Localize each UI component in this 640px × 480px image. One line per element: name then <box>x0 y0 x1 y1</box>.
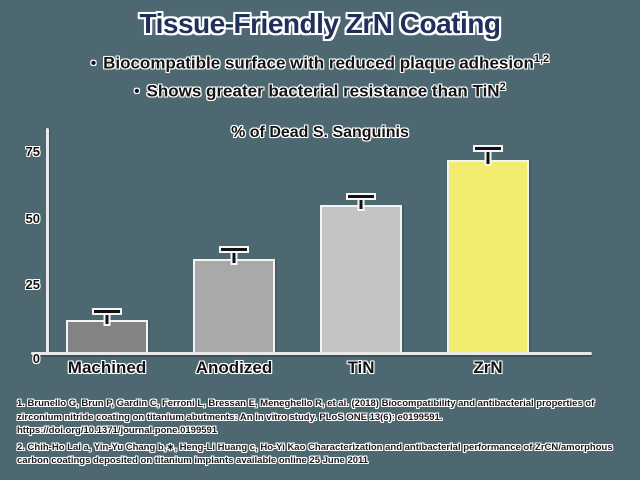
footnotes: 1. Brunello G, Brun P, Gardin C, Ferroni… <box>17 397 633 471</box>
error-bar-anodized <box>221 248 247 263</box>
error-bar-tin <box>348 195 374 209</box>
footnote-2: 2. Chih-Ho Lai a, Yin-Yu Chang b,∗, Heng… <box>17 441 613 467</box>
error-bar-machined <box>94 310 120 324</box>
bar-machined <box>66 320 148 352</box>
x-tick-label-anodized: Anodized <box>195 358 273 377</box>
bullet-1-marker-icon: • <box>90 54 97 72</box>
y-tick-label-50: 50 <box>25 210 40 226</box>
bullet-2-marker-icon: • <box>134 82 140 100</box>
x-tick-label-machined: Machined <box>67 358 147 377</box>
error-bar-stem <box>359 197 363 209</box>
error-bar-stem <box>232 250 236 263</box>
bar-chart: % of Dead S. Sanguinis 0 25 50 75 Machined A… <box>0 118 640 390</box>
bullet-1-superscript: 1,2 <box>533 53 550 65</box>
x-tick-label-tin: TiN <box>347 358 375 377</box>
bar-tin <box>320 205 402 352</box>
bullet-2-superscript: 2 <box>499 81 506 93</box>
error-bar-cap <box>348 195 374 198</box>
x-tick-label-zrn: ZrN <box>473 358 503 377</box>
chart-title: % of Dead S. Sanguinis <box>231 124 409 141</box>
error-bar-cap <box>94 310 120 313</box>
error-bar-cap <box>475 147 501 150</box>
bullet-2: • Shows greater bacterial resistance than… <box>0 81 640 102</box>
y-tick-label-75: 75 <box>25 144 40 159</box>
slide-title: Tissue-Friendly ZrN Coating <box>139 8 501 39</box>
error-bar-stem <box>105 312 109 324</box>
error-bar-zrn <box>475 147 501 164</box>
error-bar-stem <box>486 149 490 164</box>
bullet-1: • Biocompatible surface with reduced plaq… <box>0 53 640 74</box>
bullet-2-text: Shows greater bacterial resistance than … <box>146 81 500 101</box>
bar-anodized <box>193 259 275 352</box>
x-axis-line <box>31 352 592 355</box>
footnote-1: 1. Brunello G, Brun P, Gardin C, Ferroni… <box>17 398 595 436</box>
y-axis-line <box>46 128 49 355</box>
y-tick-label-25: 25 <box>25 277 40 293</box>
bullet-1-text: Biocompatible surface with reduced plaqu… <box>103 53 534 73</box>
y-tick-label-0: 0 <box>32 351 40 366</box>
bar-zrn <box>447 160 529 352</box>
error-bar-cap <box>221 248 247 251</box>
